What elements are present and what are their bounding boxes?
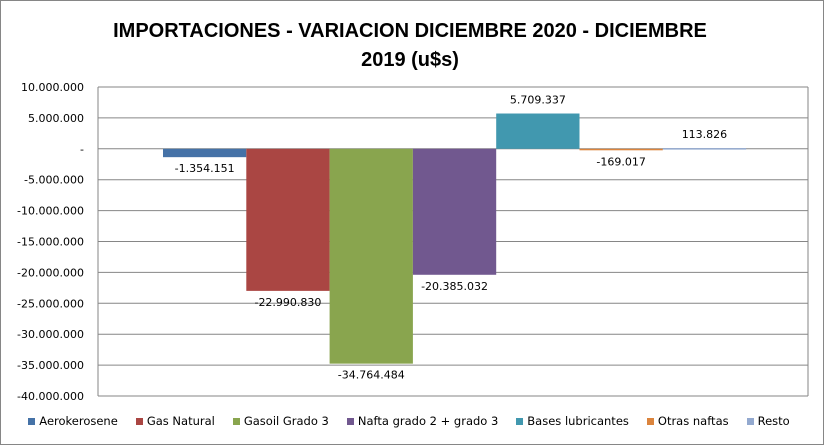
y-tick-label: -30.000.000 bbox=[17, 328, 84, 341]
legend-swatch bbox=[646, 417, 654, 425]
legend-swatch bbox=[28, 417, 36, 425]
legend-label: Gas Natural bbox=[146, 414, 215, 428]
legend-swatch bbox=[135, 417, 143, 425]
data-label: 5.709.337 bbox=[510, 94, 566, 107]
legend-item: Gasoil Grado 3 bbox=[232, 414, 329, 428]
y-tick-label: -5.000.000 bbox=[24, 174, 84, 187]
y-tick-label: -15.000.000 bbox=[17, 236, 84, 249]
data-label: -20.385.032 bbox=[421, 280, 488, 293]
legend-swatch bbox=[346, 417, 354, 425]
y-tick-label: -25.000.000 bbox=[17, 297, 84, 310]
y-tick-label: -35.000.000 bbox=[17, 359, 84, 372]
y-tick-label: -40.000.000 bbox=[17, 390, 84, 403]
legend-item: Gas Natural bbox=[135, 414, 215, 428]
y-tick-label: 10.000.000 bbox=[21, 81, 84, 94]
bar-otras-naftas bbox=[579, 148, 663, 151]
legend-swatch bbox=[232, 417, 240, 425]
legend-item: Otras naftas bbox=[646, 414, 729, 428]
data-label: -22.990.830 bbox=[254, 296, 321, 309]
legend: Aerokerosene Gas Natural Gasoil Grado 3 Naf… bbox=[0, 414, 824, 428]
legend-label: Gasoil Grado 3 bbox=[243, 414, 329, 428]
legend-item: Nafta grado 2 + grado 3 bbox=[346, 414, 499, 428]
data-label: -169.017 bbox=[596, 155, 645, 168]
bar-gasoil-grado-3 bbox=[329, 148, 413, 364]
y-tick-label: 5.000.000 bbox=[28, 112, 84, 125]
bar-resto bbox=[662, 148, 747, 150]
bar-nafta-grado-2-grado-3 bbox=[412, 148, 497, 275]
data-label: -1.354.151 bbox=[175, 162, 235, 175]
legend-label: Otras naftas bbox=[657, 414, 729, 428]
chart-title-line1: IMPORTACIONES - VARIACION DICIEMBRE 2020… bbox=[113, 20, 707, 42]
legend-item: Bases lubricantes bbox=[516, 414, 629, 428]
data-label: 113.826 bbox=[682, 128, 728, 141]
y-tick-label: -20.000.000 bbox=[17, 266, 84, 279]
y-tick-label: -10.000.000 bbox=[17, 205, 84, 218]
bar-gas-natural bbox=[246, 148, 330, 291]
chart-title-line2: 2019 (u$s) bbox=[361, 49, 459, 71]
bar-aerokerosene bbox=[163, 148, 247, 158]
data-label: -34.764.484 bbox=[338, 369, 405, 382]
legend-swatch bbox=[516, 417, 524, 425]
legend-item: Aerokerosene bbox=[28, 414, 118, 428]
legend-label: Aerokerosene bbox=[39, 414, 118, 428]
legend-label: Bases lubricantes bbox=[527, 414, 629, 428]
y-tick-label: - bbox=[80, 143, 84, 156]
legend-label: Nafta grado 2 + grado 3 bbox=[357, 414, 499, 428]
legend-item: Resto bbox=[746, 414, 790, 428]
legend-label: Resto bbox=[757, 414, 790, 428]
bar-bases-lubricantes bbox=[496, 113, 580, 149]
legend-swatch bbox=[746, 417, 754, 425]
